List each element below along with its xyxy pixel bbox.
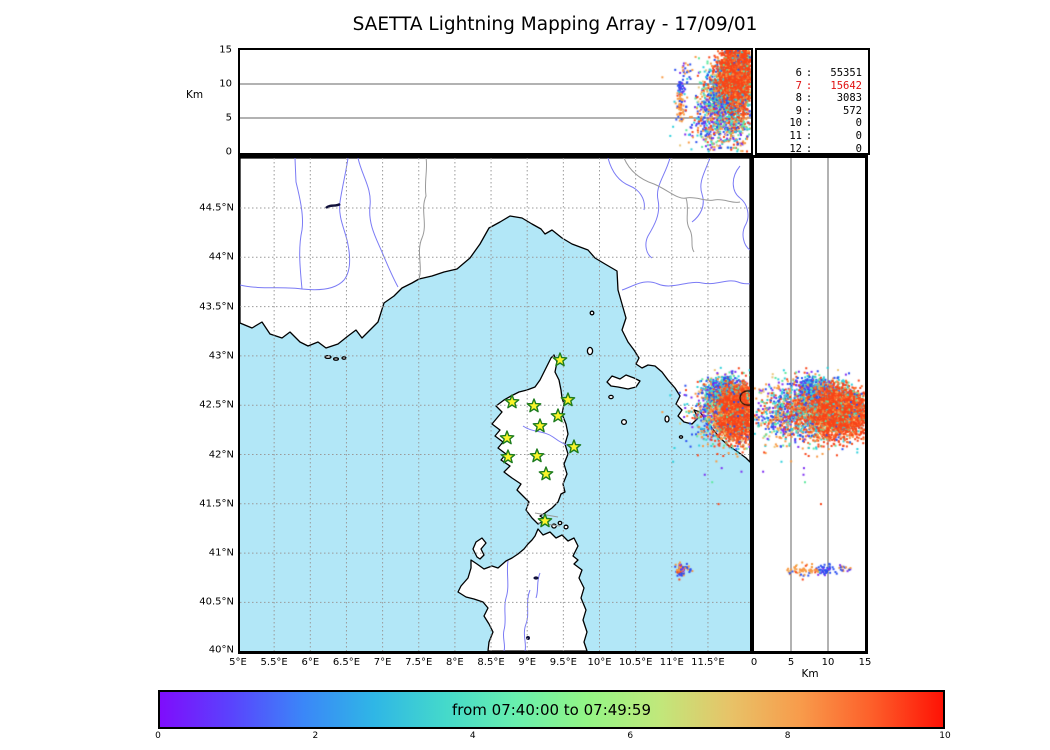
lon-tick-5.5: 5.5°E (260, 657, 288, 668)
colorbar-tick-8: 8 (784, 731, 791, 741)
lat-tick-44.5: 44.5°N (199, 202, 234, 214)
legend-count: 55351 (830, 67, 862, 79)
legend-separator: : (805, 79, 813, 92)
lon-tick-5: 5°E (229, 657, 247, 668)
altitude-latitude-points (754, 158, 865, 651)
lon-tick-10: 10°E (587, 657, 612, 668)
lon-tick-10.5: 10.5°E (618, 657, 653, 668)
legend-count: 0 (855, 129, 862, 142)
lat-tick-40: 40°N (208, 644, 234, 656)
colorbar-tick-4: 4 (469, 731, 476, 741)
lat-tick-40.5: 40.5°N (199, 596, 234, 608)
legend-level: 6 (795, 67, 802, 79)
legend-count: 572 (843, 104, 862, 117)
legend-separator: : (805, 142, 813, 155)
lon-tick-9: 9°E (518, 657, 537, 668)
legend-level: 7 (795, 79, 802, 92)
legend-row-level-12: 12: 0 (757, 143, 862, 156)
altitude-latitude-panel (750, 155, 868, 654)
lat-tick-43.5: 43.5°N (199, 301, 234, 313)
legend-row-level-10: 10: 0 (757, 117, 862, 130)
legend-row-level-7: 7: 15642 (757, 80, 862, 93)
colorbar-tick-2: 2 (312, 731, 319, 741)
legend-separator: : (805, 129, 813, 142)
lon-tick-7.5: 7.5°E (405, 657, 433, 668)
top-ytick-5: 5 (225, 112, 232, 124)
lat-tick-41: 41°N (208, 547, 234, 559)
station-count-legend: 6: 55351 7: 15642 8: 3083 9: 572 10: 0 11: 0 12: 0 (755, 48, 870, 155)
lon-tick-6: 6°E (301, 657, 320, 668)
top-ytick-0: 0 (225, 146, 232, 158)
top-ytick-10: 10 (219, 78, 232, 90)
lon-tick-8.5: 8.5°E (477, 657, 505, 668)
legend-row-level-6: 6: 55351 (757, 67, 862, 80)
legend-separator: : (805, 117, 813, 130)
altitude-longitude-panel (238, 48, 753, 155)
page-title: SAETTA Lightning Mapping Array - 17/09/0… (352, 14, 758, 35)
right-panel-xlabel: Km (801, 668, 819, 680)
time-colorbar: from 07:40:00 to 07:49:59 (158, 690, 945, 729)
legend-level: 11 (789, 129, 802, 142)
legend-count: 15642 (830, 79, 862, 92)
lat-tick-42: 42°N (208, 449, 234, 460)
lat-tick-43: 43°N (208, 350, 234, 362)
legend-row-level-8: 8: 3083 (757, 92, 862, 105)
lon-tick-11.5: 11.5°E (691, 657, 725, 668)
lon-tick-9.5: 9.5°E (549, 657, 577, 668)
lat-tick-41.5: 41.5°N (199, 498, 234, 510)
lon-tick-8: 8°E (446, 657, 464, 668)
legend-level: 10 (789, 117, 802, 130)
legend-row-level-9: 9: 572 (757, 105, 862, 118)
lat-tick-42.5: 42.5°N (199, 399, 234, 411)
colorbar-tick-6: 6 (627, 731, 634, 741)
right-xtick-15: 15 (858, 657, 872, 668)
top-panel-ylabel: Km (186, 89, 204, 101)
colorbar-tick-0: 0 (155, 731, 161, 741)
altitude-longitude-points (240, 50, 751, 153)
legend-level: 9 (795, 104, 802, 117)
colorbar-tick-10: 10 (939, 731, 951, 741)
lon-tick-6.5: 6.5°E (332, 657, 361, 668)
right-xtick-0: 0 (750, 657, 758, 668)
map-lightning-points (240, 158, 750, 651)
legend-separator: : (805, 67, 813, 79)
colorbar-label: from 07:40:00 to 07:49:59 (451, 700, 651, 719)
top-ytick-15: 15 (219, 44, 232, 56)
legend-separator: : (805, 104, 813, 117)
right-xtick-10: 10 (821, 657, 835, 668)
lon-tick-11: 11°E (659, 657, 684, 668)
legend-level: 12 (789, 142, 802, 155)
map-panel (238, 155, 753, 654)
lat-tick-44: 44°N (208, 251, 234, 263)
legend-count: 0 (855, 117, 862, 130)
legend-level: 8 (795, 92, 802, 105)
lon-tick-7: 7°E (373, 657, 392, 668)
legend-separator: : (805, 92, 813, 105)
legend-row-level-11: 11: 0 (757, 130, 862, 143)
legend-count: 3083 (836, 92, 862, 105)
right-xtick-5: 5 (787, 657, 795, 668)
legend-count: 0 (855, 142, 862, 155)
